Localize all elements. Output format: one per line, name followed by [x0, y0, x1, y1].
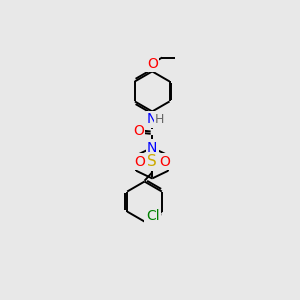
- Text: Cl: Cl: [146, 209, 159, 223]
- Text: S: S: [147, 154, 157, 169]
- Text: N: N: [147, 141, 158, 155]
- Text: N: N: [147, 112, 158, 126]
- Text: O: O: [147, 57, 158, 71]
- Text: O: O: [159, 154, 170, 169]
- Text: O: O: [134, 154, 145, 169]
- Text: H: H: [155, 113, 165, 126]
- Text: O: O: [133, 124, 144, 139]
